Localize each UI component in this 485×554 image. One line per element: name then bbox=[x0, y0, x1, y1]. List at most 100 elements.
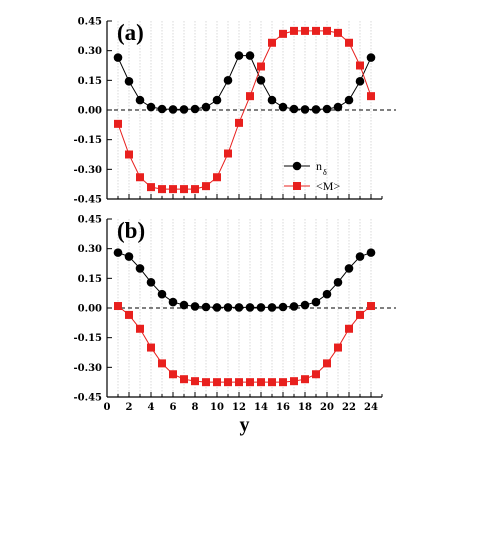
series-n-delta bbox=[113, 51, 376, 114]
data-point bbox=[136, 173, 144, 182]
data-point bbox=[191, 185, 199, 194]
data-point bbox=[278, 102, 288, 112]
x-tick-label: 14 bbox=[254, 402, 268, 413]
data-point bbox=[157, 104, 167, 114]
data-point bbox=[344, 264, 354, 273]
y-tick-label: 0.45 bbox=[78, 17, 102, 28]
data-point bbox=[114, 302, 122, 311]
y-tick-label: 0.15 bbox=[78, 274, 102, 285]
data-point bbox=[322, 289, 332, 299]
data-point bbox=[334, 28, 342, 37]
data-point bbox=[234, 303, 244, 312]
data-point bbox=[300, 105, 310, 114]
data-point bbox=[213, 378, 221, 387]
data-point bbox=[180, 375, 188, 384]
series-magnetization bbox=[114, 302, 375, 387]
series-n-delta bbox=[113, 248, 376, 312]
series-line bbox=[117, 55, 372, 110]
y-tick-label: 0.00 bbox=[78, 106, 102, 117]
data-point bbox=[202, 182, 210, 191]
y-tick-label: 0.30 bbox=[78, 244, 102, 255]
data-point bbox=[323, 26, 331, 35]
data-point bbox=[179, 105, 189, 114]
series-line bbox=[117, 305, 372, 383]
x-tick-label: 0 bbox=[104, 402, 111, 413]
data-point bbox=[323, 359, 331, 368]
x-tick-label: 16 bbox=[276, 402, 290, 413]
data-point bbox=[268, 38, 276, 47]
data-point bbox=[345, 324, 353, 333]
data-point bbox=[268, 378, 276, 387]
data-point bbox=[147, 343, 155, 352]
panel-b: 0.450.300.150.00-0.15-0.30-0.450 2 4 6 8 10 12… bbox=[73, 215, 396, 436]
data-point bbox=[289, 302, 299, 311]
y-tick-label: -0.15 bbox=[73, 333, 102, 344]
data-point bbox=[312, 26, 320, 35]
data-point bbox=[301, 26, 309, 35]
data-point bbox=[113, 53, 123, 62]
data-point bbox=[114, 119, 122, 128]
data-point bbox=[224, 149, 232, 158]
data-point bbox=[333, 277, 343, 287]
series-magnetization bbox=[114, 26, 375, 194]
x-tick-label: 24 bbox=[364, 402, 378, 413]
data-point bbox=[190, 104, 200, 114]
x-tick-label: 8 bbox=[192, 402, 199, 413]
x-tick-label: 22 bbox=[342, 402, 356, 413]
data-point bbox=[334, 343, 342, 352]
data-point bbox=[279, 378, 287, 387]
y-tick-label: -0.45 bbox=[73, 195, 102, 206]
y-tick-label: 0.45 bbox=[78, 215, 102, 226]
data-point bbox=[212, 303, 222, 312]
data-point bbox=[224, 378, 232, 387]
data-point bbox=[169, 370, 177, 379]
data-point bbox=[246, 92, 254, 101]
data-point bbox=[113, 248, 123, 257]
panel-a: 0.45 0.30 0.15 0.00 -0.15 -0.30 -0.45 (a) n δ <M> bbox=[73, 17, 396, 206]
data-point bbox=[245, 51, 255, 60]
data-point bbox=[158, 185, 166, 194]
data-point bbox=[278, 302, 288, 312]
x-tick-label: 6 bbox=[170, 402, 177, 413]
y-tick-label: 0.30 bbox=[78, 46, 102, 57]
data-point bbox=[157, 289, 167, 299]
data-point bbox=[367, 302, 375, 311]
x-tick-label: 10 bbox=[210, 402, 224, 413]
series-line bbox=[117, 252, 372, 308]
x-tick-label: 20 bbox=[320, 402, 334, 413]
legend-label: <M> bbox=[316, 179, 340, 193]
data-point bbox=[135, 264, 145, 273]
data-point bbox=[356, 310, 364, 319]
data-point bbox=[290, 26, 298, 35]
data-point bbox=[202, 378, 210, 387]
data-point bbox=[124, 252, 134, 261]
data-point bbox=[311, 105, 321, 114]
y-tick-label: 0.15 bbox=[78, 76, 102, 87]
data-point bbox=[246, 378, 254, 387]
data-point bbox=[356, 61, 364, 70]
data-point bbox=[300, 300, 310, 310]
data-point bbox=[190, 302, 200, 311]
legend-label: n bbox=[316, 159, 322, 173]
data-point bbox=[290, 377, 298, 386]
y-tick-label: -0.30 bbox=[73, 363, 102, 374]
panel-label: (b) bbox=[117, 218, 145, 243]
data-point bbox=[355, 77, 365, 86]
data-point bbox=[135, 95, 145, 105]
data-point bbox=[136, 324, 144, 333]
data-point bbox=[355, 252, 365, 261]
data-point bbox=[312, 370, 320, 379]
legend: n δ <M> bbox=[284, 159, 340, 193]
y-tick-label: -0.30 bbox=[73, 165, 102, 176]
data-point bbox=[168, 297, 178, 307]
data-point bbox=[257, 62, 265, 71]
data-point bbox=[256, 303, 266, 312]
x-tick-label: 12 bbox=[232, 402, 246, 413]
data-point bbox=[257, 378, 265, 387]
data-point bbox=[345, 38, 353, 47]
y-tick-label: -0.45 bbox=[73, 393, 102, 404]
data-point bbox=[168, 105, 178, 114]
data-point bbox=[333, 102, 343, 112]
data-point bbox=[125, 310, 133, 319]
data-point bbox=[279, 29, 287, 38]
